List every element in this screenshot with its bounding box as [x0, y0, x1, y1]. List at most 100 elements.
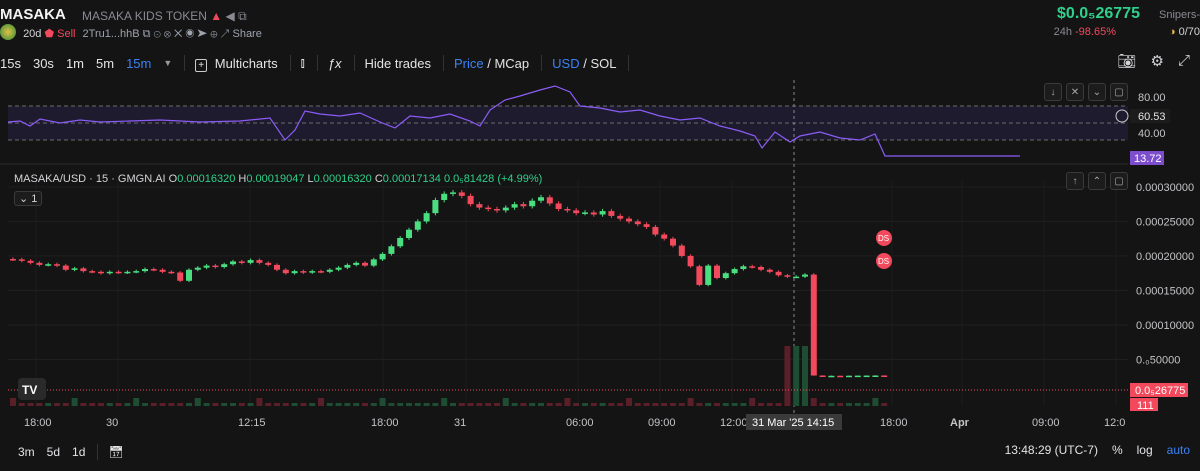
interval-15s[interactable]: 15s: [0, 55, 21, 71]
log-toggle[interactable]: log: [1136, 443, 1153, 457]
main-pane-controls: ↑ ⌃ ▢: [1066, 172, 1128, 190]
volume-bar: [186, 403, 192, 406]
move-down-icon[interactable]: ↓: [1044, 83, 1062, 101]
camera-icon[interactable]: 📷︎: [1117, 53, 1137, 70]
candle-body: [423, 213, 430, 222]
ds-marker[interactable]: [876, 230, 892, 246]
volume-bar: [36, 403, 43, 406]
volume-bar: [643, 403, 650, 406]
interval-1m[interactable]: 1m: [65, 55, 84, 71]
candle-body: [828, 375, 835, 378]
price-chart[interactable]: 80.00 60.53 40.00 13.72 DS DS 0.00030000…: [0, 76, 1200, 441]
volume-bar: [564, 398, 571, 406]
volume-bar: [582, 403, 588, 406]
ds-marker[interactable]: [876, 253, 892, 269]
maximize-icon[interactable]: ▢: [1110, 172, 1128, 190]
rsi-axis-label: 60.53: [1138, 111, 1166, 123]
change-value: 0.0₅81428 (+4.99%): [443, 173, 543, 185]
candle-body: [406, 229, 412, 238]
share-button[interactable]: Share: [232, 27, 262, 40]
add-level-icon[interactable]: [1115, 109, 1129, 123]
settings-icon[interactable]: ⚙: [1150, 53, 1164, 70]
series-count: 1: [31, 193, 38, 205]
token-address[interactable]: 2Tru1...hhB: [82, 27, 140, 40]
rsi-line: [7, 85, 1020, 157]
price-mcap-toggle[interactable]: Price / MCap: [454, 55, 530, 71]
candle-body: [432, 200, 439, 214]
interval-5m[interactable]: 5m: [96, 55, 115, 71]
share-icon[interactable]: ↗: [220, 27, 230, 40]
volume-bar: [423, 403, 430, 406]
interval-15m[interactable]: 15m: [126, 55, 152, 71]
price-option[interactable]: Price: [454, 55, 484, 71]
multicharts-button[interactable]: + Multicharts: [195, 56, 278, 72]
volume-bar: [62, 403, 69, 406]
volume-bar: [98, 403, 104, 406]
volume-bar: [546, 403, 553, 406]
goto-date-icon[interactable]: 📅︎: [108, 445, 124, 459]
candle-body: [582, 212, 588, 214]
interval-30s[interactable]: 30s: [32, 55, 54, 71]
candle-body: [194, 267, 201, 270]
candle-body: [238, 261, 245, 263]
series-toggle[interactable]: ⌄ 1: [14, 191, 43, 206]
volume-bar: [353, 403, 360, 406]
time-axis-label: 18:00: [880, 417, 908, 429]
auto-toggle[interactable]: auto: [1166, 443, 1190, 457]
volume-bar: [71, 398, 78, 406]
volume-bar: [54, 403, 60, 406]
snipers-label: Snipers-: [1159, 9, 1200, 21]
ohlc-legend: MASAKA/USD · 15 · GMGN.AI O0.00016320 H0…: [14, 173, 543, 185]
volume-bar: [300, 403, 307, 406]
collapse-icon[interactable]: ⌄: [1088, 83, 1106, 101]
volume-bar: [397, 403, 404, 406]
candle-body: [18, 259, 25, 261]
copy-icon[interactable]: ⧉: [238, 9, 247, 23]
usd-sol-toggle[interactable]: USD / SOL: [552, 55, 617, 71]
warning-icon: ▲: [210, 9, 223, 23]
hide-trades-button[interactable]: Hide trades: [364, 55, 431, 71]
volume-bar: [370, 403, 377, 406]
maximize-icon[interactable]: ▢: [1110, 83, 1128, 101]
volume-bar: [309, 403, 316, 406]
candle-type-icon[interactable]: ⫾: [300, 55, 305, 70]
range-5d[interactable]: 5d: [46, 445, 61, 459]
candle-body: [793, 276, 800, 279]
volume-bar: [714, 403, 720, 406]
volume-bar: [291, 403, 298, 406]
candle-body: [494, 208, 500, 211]
candle-body: [863, 375, 870, 378]
close-icon[interactable]: ✕: [1066, 83, 1084, 101]
candle-body: [714, 265, 720, 279]
candles: [10, 190, 888, 378]
volume-bar: [274, 403, 280, 406]
volume-bar: [265, 403, 272, 406]
volume-bar: [494, 403, 500, 406]
volume-bar: [441, 398, 448, 406]
price-change: 24h -98.65%: [1054, 26, 1116, 38]
candle-body: [159, 269, 166, 272]
volume-bar: [555, 403, 562, 406]
tradingview-logo[interactable]: [18, 378, 46, 400]
usd-option[interactable]: USD: [552, 55, 580, 71]
volume-bar: [124, 403, 131, 406]
time-axis-label: 30: [106, 417, 118, 429]
social-icons[interactable]: ⧉ ⊙ ⊗ ✕ ◉ ➤ ⊕: [142, 27, 218, 40]
time-axis-label: 18:00: [24, 417, 52, 429]
percent-toggle[interactable]: %: [1111, 443, 1123, 457]
collapse-icon[interactable]: ⌃: [1088, 172, 1106, 190]
toolbar-divider: [316, 55, 318, 71]
toolbar-divider: [541, 55, 543, 71]
range-1d[interactable]: 1d: [72, 445, 86, 459]
candle-body: [590, 212, 597, 215]
time-axis-label: 18:00: [371, 417, 399, 429]
fullscreen-icon[interactable]: ⤢: [1177, 52, 1190, 69]
move-up-icon[interactable]: ↑: [1066, 172, 1084, 190]
megaphone-icon: ◀: [225, 9, 235, 23]
interval-dropdown-icon[interactable]: ▼: [163, 58, 173, 68]
mcap-option[interactable]: MCap: [494, 55, 530, 71]
range-3m[interactable]: 3m: [18, 445, 35, 459]
sol-option[interactable]: SOL: [590, 55, 617, 71]
volume-bar: [432, 403, 439, 406]
indicators-icon[interactable]: ƒx: [327, 55, 342, 71]
